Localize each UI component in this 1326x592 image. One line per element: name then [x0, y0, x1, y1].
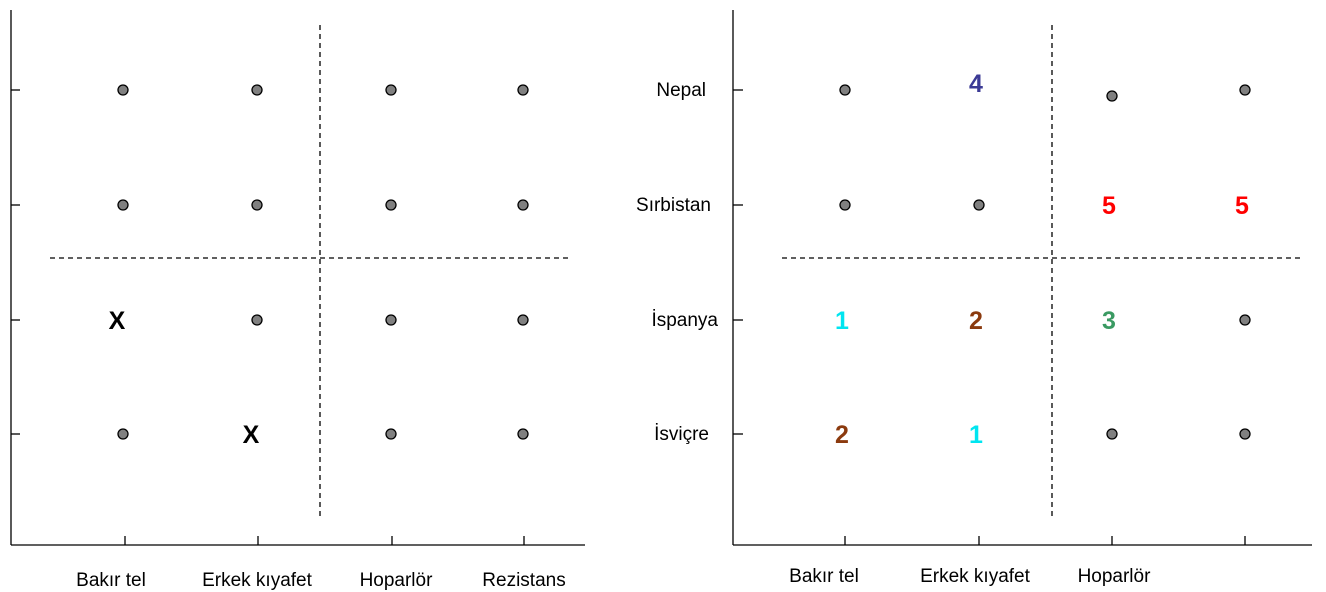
left-grid-cells: XX [109, 84, 529, 449]
right-grid-dot [973, 199, 985, 211]
left-grid-dot [517, 428, 529, 440]
left-grid-dot [517, 199, 529, 211]
right-grid-dot [1106, 428, 1118, 440]
right-grid-dot [1106, 90, 1118, 102]
right-grid-cells: 4 5 5 1 2 3 2 1 [835, 70, 1251, 449]
left-x-mark: X [243, 421, 260, 449]
right-x-label-bakir-tel: Bakır tel [789, 566, 859, 587]
left-grid-dot [385, 199, 397, 211]
left-grid-dot [117, 84, 129, 96]
left-panel: Bakır tel Erkek kıyafet Hoparlör Rezista… [10, 10, 585, 591]
right-panel: Nepal Sırbistan İspanya İsviçre Bakır te… [636, 10, 1312, 587]
left-grid-dot [385, 314, 397, 326]
left-grid-dot [251, 84, 263, 96]
right-cell-number: 2 [969, 307, 983, 335]
right-grid-dot [839, 199, 851, 211]
right-x-label-hoparlor: Hoparlör [1078, 566, 1152, 587]
left-x-label-rezistans: Rezistans [482, 570, 565, 591]
right-grid-dot [839, 84, 851, 96]
left-grid-dot [517, 314, 529, 326]
left-x-mark: X [109, 307, 126, 335]
right-cell-number: 1 [969, 421, 983, 449]
right-cell-number: 2 [835, 421, 849, 449]
right-x-label-erkek-kiyafet: Erkek kıyafet [920, 566, 1031, 587]
right-cell-number: 4 [969, 70, 983, 98]
left-x-label-erkek-kiyafet: Erkek kıyafet [202, 570, 313, 591]
left-x-label-hoparlor: Hoparlör [360, 570, 434, 591]
right-y-label-nepal: Nepal [656, 80, 706, 101]
right-grid-dot [1239, 428, 1251, 440]
left-grid-dot [251, 314, 263, 326]
right-cell-number: 1 [835, 307, 849, 335]
left-x-label-bakir-tel: Bakır tel [76, 570, 146, 591]
left-grid-dot [385, 84, 397, 96]
left-grid-dot [117, 199, 129, 211]
left-grid-dot [251, 199, 263, 211]
right-grid-dot [1239, 84, 1251, 96]
left-grid-dot [517, 84, 529, 96]
right-grid-dot [1239, 314, 1251, 326]
right-cell-number: 3 [1102, 307, 1116, 335]
right-y-label-sirbistan: Sırbistan [636, 195, 711, 216]
right-y-label-isvicre: İsviçre [654, 424, 709, 445]
left-grid-dot [117, 428, 129, 440]
right-y-label-ispanya: İspanya [651, 310, 718, 331]
right-cell-number: 5 [1235, 192, 1249, 220]
left-grid-dot [385, 428, 397, 440]
right-cell-number: 5 [1102, 192, 1116, 220]
